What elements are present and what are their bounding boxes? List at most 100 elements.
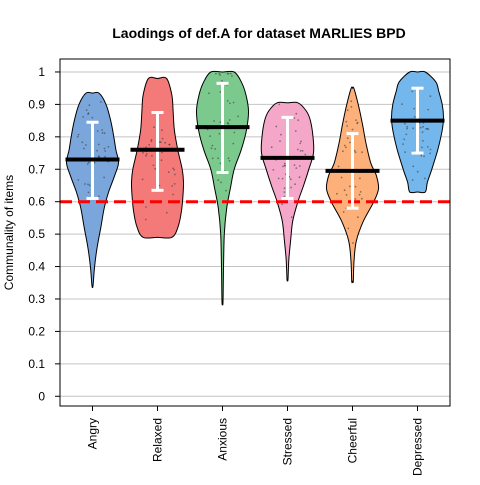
data-point [145,153,148,155]
data-point [429,152,431,155]
data-point [167,171,170,174]
data-point [275,125,278,128]
data-point [352,242,354,244]
data-point [411,179,414,181]
data-point [423,155,425,158]
data-point [231,75,233,77]
data-point [422,140,424,142]
data-point [279,140,281,143]
data-point [86,163,89,165]
data-point [218,132,221,135]
data-point [85,109,88,111]
data-point [304,153,307,156]
data-point [403,138,406,141]
data-point [281,203,284,206]
data-point [227,157,230,160]
data-point [104,155,106,158]
data-point [98,195,100,198]
data-point [411,90,414,93]
data-point [225,189,227,192]
data-point [150,138,153,141]
data-point [348,185,351,188]
data-point [161,151,164,154]
summary-stats [65,81,445,210]
data-point [208,92,210,95]
data-point [360,197,363,200]
data-point [427,108,430,111]
data-point [337,165,340,168]
data-point [145,206,147,208]
data-point [164,141,167,144]
data-point [211,157,214,160]
data-point [358,193,361,196]
data-point [228,159,231,162]
data-point [298,165,301,167]
data-point [343,189,346,192]
data-point [76,135,79,138]
data-point [97,143,100,146]
x-tick-label-depressed: Depressed [411,418,425,476]
data-point [357,216,359,219]
data-point [103,132,106,135]
data-point [406,125,408,128]
y-tick-label: 0.3 [28,292,45,306]
chart-title: Laodings of def.A for dataset MARLIES BP… [112,25,406,41]
data-point [354,198,357,200]
data-point [413,107,415,110]
data-point [172,167,175,170]
data-point [229,102,231,105]
data-point [148,144,151,146]
data-point [351,128,354,131]
data-point [347,227,350,230]
x-tick-label-anxious: Anxious [216,418,230,461]
data-point [300,140,302,143]
data-point [104,150,107,152]
data-point [299,142,302,145]
data-point [171,185,174,187]
data-point [219,74,222,76]
data-point [98,155,100,158]
y-tick-label: 0.8 [28,130,45,144]
data-point [294,183,296,186]
data-point [233,131,236,134]
data-point [350,100,353,103]
data-point [226,72,229,75]
data-point [346,109,349,112]
data-point [173,168,176,171]
data-point [217,157,220,160]
data-point [356,121,359,124]
data-point [88,184,91,187]
data-point [402,143,404,146]
data-point [422,125,424,128]
data-point [345,120,348,123]
data-point [429,148,432,151]
data-point [85,144,87,146]
data-point [215,72,217,75]
y-tick-label: 0.4 [28,260,45,274]
data-point [154,167,157,170]
data-point [421,146,423,149]
data-point [272,169,275,171]
data-point [151,154,153,157]
data-point [421,131,424,134]
data-point [361,151,363,154]
data-point [354,185,357,188]
data-point [429,95,432,98]
data-point [282,165,284,168]
data-point [218,72,221,75]
data-point [353,149,356,152]
data-point [91,116,94,119]
data-point [93,161,96,164]
y-tick-label: 0 [38,389,45,403]
data-point [77,179,80,181]
data-point [301,149,304,152]
data-point [404,151,406,154]
data-point [293,164,296,167]
data-point [145,154,148,157]
x-tick-label-stressed: Stressed [281,418,295,465]
data-point [141,178,144,181]
data-point [343,144,346,147]
data-point [84,183,86,185]
data-point [150,140,153,143]
